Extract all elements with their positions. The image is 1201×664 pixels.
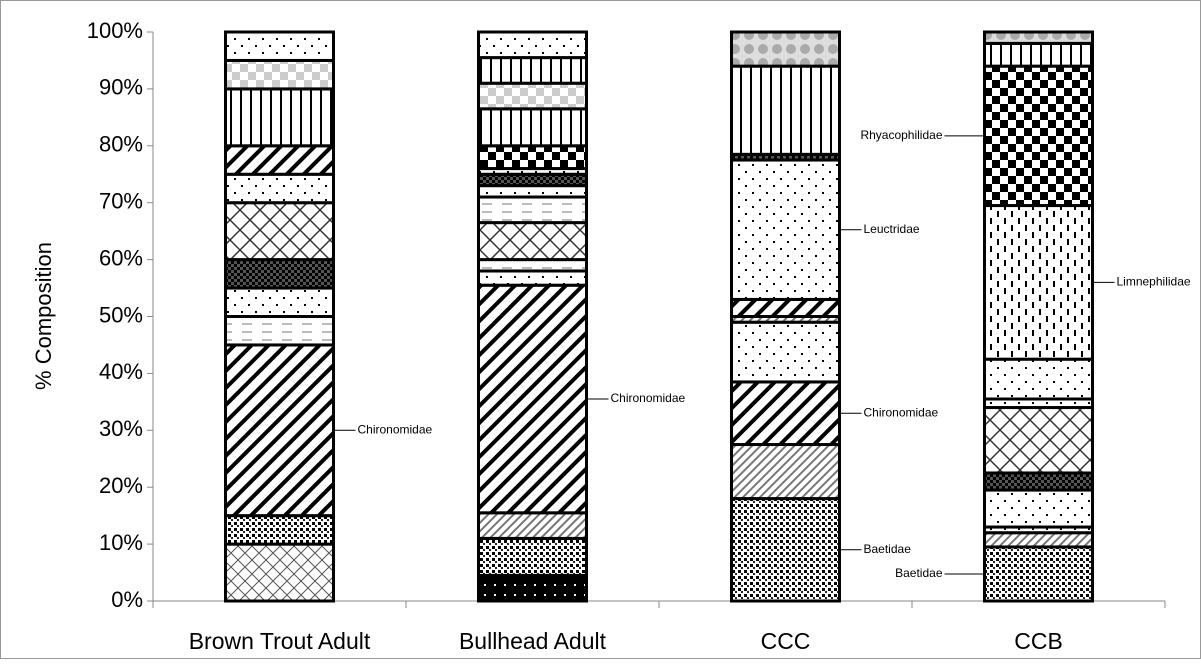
- bar-segment: [477, 536, 588, 577]
- y-tick-label: 30%: [99, 416, 143, 441]
- bar-segment: [730, 297, 841, 318]
- x-tick-label: CCB: [1014, 628, 1063, 654]
- annotation: Chironomidae: [611, 391, 686, 405]
- bar-segment: [983, 64, 1094, 208]
- annotation: Leuctridae: [864, 222, 920, 236]
- annotation: Chironomidae: [358, 422, 433, 436]
- bar-segment: [730, 64, 841, 156]
- y-tick-label: 0%: [111, 587, 143, 612]
- bar-segment: [730, 158, 841, 301]
- bar-segment: [224, 514, 335, 546]
- bar-segment: [983, 357, 1094, 401]
- bar-segment: [477, 221, 588, 262]
- bar-segment: [224, 315, 335, 347]
- annotation: Baetidae: [864, 542, 912, 556]
- annotation: Chironomidae: [864, 405, 939, 419]
- y-tick-label: 50%: [99, 302, 143, 327]
- bar-segment: [224, 258, 335, 290]
- bar-segment: [477, 56, 588, 85]
- bar-segment: [477, 195, 588, 225]
- y-tick-label: 10%: [99, 530, 143, 555]
- bar-segment: [477, 573, 588, 603]
- bar-segment: [224, 30, 335, 62]
- y-tick-label: 90%: [99, 75, 143, 100]
- y-axis-label: % Composition: [31, 242, 56, 390]
- bar-segment: [477, 172, 588, 188]
- y-tick-label: 20%: [99, 473, 143, 498]
- bar-segment: [730, 443, 841, 501]
- bar-segment: [224, 172, 335, 205]
- bar-segment: [730, 320, 841, 384]
- annotation: Rhyacophilidae: [860, 128, 942, 142]
- bar-segment: [477, 511, 588, 540]
- bar-segment: [224, 87, 335, 148]
- bar-segment: [477, 144, 588, 171]
- y-tick-label: 40%: [99, 359, 143, 384]
- bar-segment: [983, 204, 1094, 361]
- bar-segment: [224, 144, 335, 176]
- y-tick-label: 100%: [87, 18, 143, 43]
- bar-segment: [983, 488, 1094, 529]
- bar-segment: [730, 380, 841, 447]
- bar-segment: [983, 471, 1094, 492]
- bar-segment: [983, 531, 1094, 549]
- x-tick-label: CCC: [761, 628, 811, 654]
- bar-segment: [477, 184, 588, 199]
- bar-segment: [730, 497, 841, 603]
- annotation: Limnephilidae: [1117, 275, 1191, 289]
- bar-segment: [983, 545, 1094, 603]
- annotation: Baetidae: [895, 566, 943, 580]
- bar-segment: [983, 406, 1094, 475]
- bar-segment: [730, 30, 841, 68]
- bar-segment: [477, 30, 588, 60]
- y-tick-label: 60%: [99, 245, 143, 270]
- bar-segment: [477, 81, 588, 111]
- y-tick-label: 80%: [99, 132, 143, 157]
- bar-segment: [477, 269, 588, 287]
- bar-segment: [224, 286, 335, 318]
- y-tick-label: 70%: [99, 189, 143, 214]
- bar-segment: [224, 201, 335, 262]
- bar-segment: [477, 107, 588, 148]
- bar-segment: [477, 283, 588, 515]
- bar-segment: [224, 343, 335, 518]
- x-tick-label: Brown Trout Adult: [189, 628, 371, 654]
- bar-segment: [477, 258, 588, 273]
- bar-segment: [224, 542, 335, 603]
- x-tick-label: Bullhead Adult: [459, 628, 607, 654]
- bar-segment: [983, 41, 1094, 68]
- bar-segment: [224, 58, 335, 91]
- bar-segment: [983, 30, 1094, 45]
